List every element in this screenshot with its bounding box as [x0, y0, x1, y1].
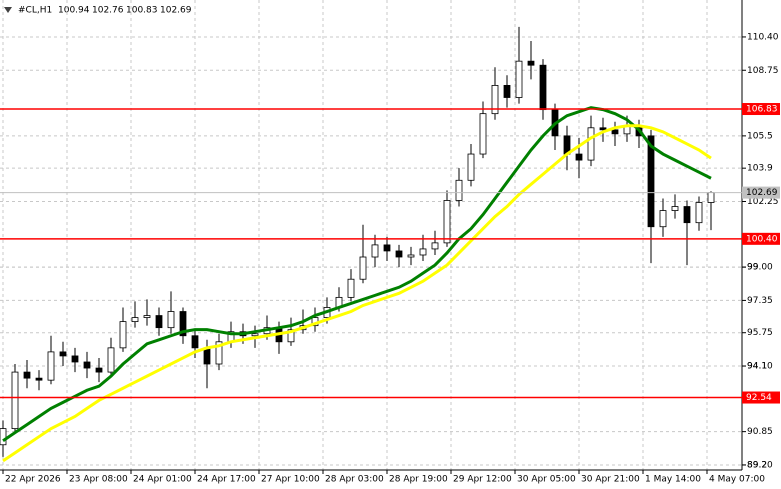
x-tick-label: 30 Apr 05:00 — [517, 475, 576, 485]
candle-body — [47, 351, 55, 381]
candle-body — [695, 202, 703, 224]
level-label: 100.40 — [746, 234, 778, 244]
candle-body — [179, 311, 187, 337]
level-label: 106.83 — [746, 105, 778, 115]
candle-body — [527, 60, 535, 66]
candle-body — [143, 315, 151, 318]
y-tick-label: 97.35 — [747, 296, 773, 306]
candle-body — [287, 329, 295, 343]
candle-body — [467, 153, 475, 181]
header-price: 100.83 — [126, 6, 158, 16]
x-tick-label: 23 Apr 08:00 — [69, 475, 128, 485]
candle-body — [215, 341, 223, 365]
last-price-label: 102.69 — [746, 188, 778, 198]
level-label-box — [742, 103, 780, 116]
candle-body — [491, 84, 499, 115]
y-tick-label: 89.2 — [747, 460, 767, 470]
moving-average — [2, 124, 712, 463]
candle-body — [407, 254, 415, 258]
x-tick-label: 22 Apr 2026 — [5, 475, 61, 485]
level-label-box — [742, 232, 780, 245]
candle-body — [587, 127, 595, 161]
symbol: #CL,H1 — [18, 6, 52, 16]
x-tick-label: 24 Apr 17:00 — [197, 475, 256, 485]
x-tick-label: 24 Apr 01:00 — [133, 475, 192, 485]
candle-body — [251, 333, 259, 337]
x-tick-label: 28 Apr 03:00 — [325, 475, 384, 485]
candle-body — [575, 153, 583, 161]
candle-body — [539, 64, 547, 111]
last-price-box — [742, 186, 780, 199]
candle-body — [419, 248, 427, 256]
candle-body — [383, 244, 391, 252]
candle-body — [347, 278, 355, 298]
candle-body — [659, 210, 667, 228]
candle-body — [95, 367, 103, 373]
y-tick-label: 102.25 — [747, 197, 779, 207]
candle-body — [191, 335, 199, 349]
candle-body — [203, 347, 211, 365]
candle-body — [683, 206, 691, 224]
candle-body — [371, 244, 379, 258]
header-price: 102.69 — [160, 6, 192, 16]
level-label-box — [742, 391, 780, 404]
candle-body — [431, 242, 439, 250]
x-tick-label: 27 Apr 10:00 — [261, 475, 320, 485]
y-tick-label: 94.1 — [747, 362, 767, 372]
candle-body — [359, 256, 367, 280]
y-tick-label: 99 — [747, 263, 759, 273]
candle-body — [611, 129, 619, 135]
candle-body — [515, 60, 523, 98]
x-tick-label: 4 May 07:00 — [709, 475, 765, 485]
moving-average — [2, 106, 712, 442]
y-tick-label: 89.20 — [747, 460, 773, 470]
candle-body — [167, 311, 175, 329]
candle-body — [443, 200, 451, 244]
candle-body — [647, 135, 655, 228]
x-tick-label: 28 Apr 19:00 — [389, 475, 448, 485]
candle-body — [671, 206, 679, 211]
candle-body — [11, 371, 19, 430]
candle-body — [83, 361, 91, 369]
candle-body — [59, 351, 67, 357]
y-tick-label: 103.9 — [747, 164, 773, 174]
y-tick-label: 105.5 — [747, 131, 773, 141]
candle-body — [455, 179, 463, 201]
candle-body — [479, 113, 487, 155]
candle-body — [155, 315, 163, 329]
y-tick-label: 95.75 — [747, 328, 773, 338]
x-tick-label: 30 Apr 21:00 — [581, 475, 640, 485]
header-price: 102.76 — [92, 6, 124, 16]
header-price: 100.94 — [58, 6, 90, 16]
candle-body — [707, 192, 715, 203]
candle-body — [119, 321, 127, 349]
candle-body — [23, 371, 31, 379]
candle-body — [107, 347, 115, 373]
candle-body — [35, 377, 43, 381]
candle-body — [131, 317, 139, 323]
y-tick-label: 110.40 — [747, 32, 779, 42]
x-tick-label: 29 Apr 12:00 — [453, 475, 512, 485]
y-tick-label: 99.00 — [747, 263, 773, 273]
symbol-icon — [4, 7, 12, 13]
y-tick-label: 94.10 — [747, 362, 773, 372]
candle-body — [71, 355, 79, 363]
candle-body — [0, 428, 7, 446]
candle-body — [599, 127, 607, 131]
y-tick-label: 90.85 — [747, 427, 773, 437]
y-tick-label: 108.75 — [747, 66, 779, 76]
level-label: 92.54 — [746, 393, 772, 403]
candle-body — [503, 84, 511, 98]
candle-body — [395, 250, 403, 258]
x-tick-label: 1 May 14:00 — [645, 475, 701, 485]
